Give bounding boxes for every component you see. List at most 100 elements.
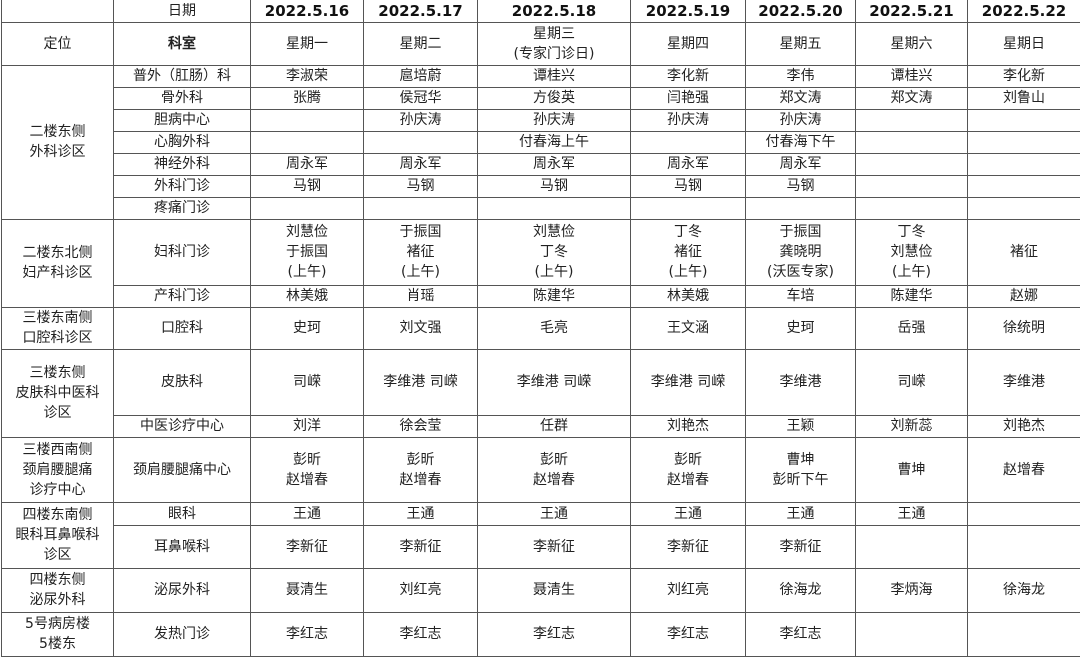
table-row: 骨外科张腾侯冠华方俊英闫艳强郑文涛郑文涛刘鲁山 bbox=[2, 87, 1080, 109]
doctor-cell: 李炳海 bbox=[856, 568, 968, 612]
doctor-cell bbox=[631, 131, 746, 153]
doctor-cell: 李新征 bbox=[631, 525, 746, 568]
doctor-cell: 于振国 褚征 (上午) bbox=[364, 219, 478, 285]
doctor-cell bbox=[856, 131, 968, 153]
doctor-cell: 刘红亮 bbox=[364, 568, 478, 612]
doctor-cell: 方俊英 bbox=[478, 87, 631, 109]
doctor-cell: 李伟 bbox=[746, 65, 856, 87]
location-cell: 四楼东侧 泌尿外科 bbox=[2, 568, 114, 612]
date-header: 2022.5.18 bbox=[478, 0, 631, 22]
doctor-cell bbox=[968, 131, 1080, 153]
table-row: 5号病房楼 5楼东发热门诊李红志李红志李红志李红志李红志 bbox=[2, 612, 1080, 656]
table-row: 三楼西南侧 颈肩腰腿痛 诊疗中心颈肩腰腿痛中心彭昕 赵增春彭昕 赵增春彭昕 赵增… bbox=[2, 437, 1080, 502]
weekday-header: 星期五 bbox=[746, 22, 856, 65]
table-row: 外科门诊马钢马钢马钢马钢马钢 bbox=[2, 175, 1080, 197]
doctor-cell: 刘红亮 bbox=[631, 568, 746, 612]
doctor-cell bbox=[478, 197, 631, 219]
date-header: 2022.5.19 bbox=[631, 0, 746, 22]
doctor-cell: 彭昕 赵增春 bbox=[251, 437, 364, 502]
doctor-cell: 扈培蔚 bbox=[364, 65, 478, 87]
weekday-header-row: 定位科室星期一星期二星期三 (专家门诊日)星期四星期五星期六星期日 bbox=[2, 22, 1080, 65]
department-cell: 普外（肛肠）科 bbox=[114, 65, 251, 87]
weekday-header: 星期六 bbox=[856, 22, 968, 65]
doctor-cell bbox=[856, 109, 968, 131]
doctor-cell: 聂清生 bbox=[251, 568, 364, 612]
date-header: 2022.5.16 bbox=[251, 0, 364, 22]
doctor-cell: 林美娥 bbox=[251, 285, 364, 307]
doctor-cell: 马钢 bbox=[364, 175, 478, 197]
doctor-cell: 王文涵 bbox=[631, 307, 746, 349]
table-row: 二楼东侧 外科诊区普外（肛肠）科李淑荣扈培蔚谭桂兴李化新李伟谭桂兴李化新 bbox=[2, 65, 1080, 87]
doctor-cell: 王颖 bbox=[746, 415, 856, 437]
doctor-cell bbox=[968, 197, 1080, 219]
location-header: 定位 bbox=[2, 22, 114, 65]
doctor-cell: 史珂 bbox=[251, 307, 364, 349]
doctor-cell: 徐会莹 bbox=[364, 415, 478, 437]
doctor-cell: 郑文涛 bbox=[746, 87, 856, 109]
doctor-cell: 丁冬 刘慧俭 (上午) bbox=[856, 219, 968, 285]
doctor-cell: 马钢 bbox=[251, 175, 364, 197]
doctor-cell: 周永军 bbox=[364, 153, 478, 175]
location-cell: 二楼东侧 外科诊区 bbox=[2, 65, 114, 219]
location-cell: 三楼东侧 皮肤科中医科 诊区 bbox=[2, 349, 114, 437]
doctor-cell: 林美娥 bbox=[631, 285, 746, 307]
doctor-cell: 李维港 司嵘 bbox=[478, 349, 631, 415]
table-row: 耳鼻喉科李新征李新征李新征李新征李新征 bbox=[2, 525, 1080, 568]
table-row: 胆病中心孙庆涛孙庆涛孙庆涛孙庆涛 bbox=[2, 109, 1080, 131]
table-row: 中医诊疗中心刘洋徐会莹任群刘艳杰王颖刘新蕊刘艳杰 bbox=[2, 415, 1080, 437]
doctor-cell: 马钢 bbox=[478, 175, 631, 197]
doctor-cell bbox=[968, 525, 1080, 568]
table-row: 三楼东南侧 口腔科诊区口腔科史珂刘文强毛亮王文涵史珂岳强徐统明 bbox=[2, 307, 1080, 349]
department-cell: 泌尿外科 bbox=[114, 568, 251, 612]
doctor-cell bbox=[364, 197, 478, 219]
doctor-cell: 王通 bbox=[746, 502, 856, 525]
doctor-cell: 任群 bbox=[478, 415, 631, 437]
doctor-cell bbox=[856, 197, 968, 219]
table-row: 心胸外科付春海上午付春海下午 bbox=[2, 131, 1080, 153]
doctor-cell: 王通 bbox=[631, 502, 746, 525]
doctor-cell: 李维港 司嵘 bbox=[364, 349, 478, 415]
doctor-cell: 徐海龙 bbox=[746, 568, 856, 612]
doctor-cell: 刘艳杰 bbox=[968, 415, 1080, 437]
doctor-cell: 李红志 bbox=[631, 612, 746, 656]
doctor-cell: 刘文强 bbox=[364, 307, 478, 349]
doctor-cell: 李新征 bbox=[478, 525, 631, 568]
doctor-cell: 彭昕 赵增春 bbox=[364, 437, 478, 502]
doctor-cell: 赵娜 bbox=[968, 285, 1080, 307]
doctor-cell: 李维港 司嵘 bbox=[631, 349, 746, 415]
weekday-header: 星期二 bbox=[364, 22, 478, 65]
date-label: 日期 bbox=[114, 0, 251, 22]
doctor-cell: 史珂 bbox=[746, 307, 856, 349]
corner-cell bbox=[2, 0, 114, 22]
doctor-cell bbox=[968, 612, 1080, 656]
doctor-cell: 付春海上午 bbox=[478, 131, 631, 153]
department-header: 科室 bbox=[114, 22, 251, 65]
table-row: 疼痛门诊 bbox=[2, 197, 1080, 219]
table-row: 神经外科周永军周永军周永军周永军周永军 bbox=[2, 153, 1080, 175]
doctor-cell bbox=[968, 502, 1080, 525]
doctor-cell: 孙庆涛 bbox=[364, 109, 478, 131]
doctor-cell: 陈建华 bbox=[856, 285, 968, 307]
doctor-cell: 谭桂兴 bbox=[478, 65, 631, 87]
doctor-cell bbox=[251, 131, 364, 153]
doctor-cell: 彭昕 赵增春 bbox=[631, 437, 746, 502]
department-cell: 产科门诊 bbox=[114, 285, 251, 307]
department-cell: 外科门诊 bbox=[114, 175, 251, 197]
doctor-cell: 马钢 bbox=[746, 175, 856, 197]
doctor-cell: 李红志 bbox=[746, 612, 856, 656]
date-header: 2022.5.20 bbox=[746, 0, 856, 22]
doctor-cell: 司嵘 bbox=[856, 349, 968, 415]
date-header: 2022.5.21 bbox=[856, 0, 968, 22]
doctor-cell bbox=[856, 153, 968, 175]
location-cell: 四楼东南侧 眼科耳鼻喉科 诊区 bbox=[2, 502, 114, 568]
doctor-cell: 马钢 bbox=[631, 175, 746, 197]
department-cell: 口腔科 bbox=[114, 307, 251, 349]
doctor-cell: 司嵘 bbox=[251, 349, 364, 415]
doctor-cell bbox=[968, 109, 1080, 131]
doctor-cell: 王通 bbox=[251, 502, 364, 525]
date-header: 2022.5.22 bbox=[968, 0, 1080, 22]
doctor-cell: 车培 bbox=[746, 285, 856, 307]
table-row: 三楼东侧 皮肤科中医科 诊区皮肤科司嵘李维港 司嵘李维港 司嵘李维港 司嵘李维港… bbox=[2, 349, 1080, 415]
doctor-cell: 侯冠华 bbox=[364, 87, 478, 109]
